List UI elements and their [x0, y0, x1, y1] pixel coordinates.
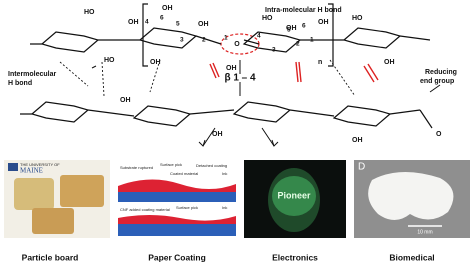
intra-label: Intra-molecular H bond	[265, 7, 342, 14]
coating-label: Surface pick	[176, 205, 198, 210]
ring-number: 2	[296, 41, 300, 48]
reducing-label: Reducing	[425, 69, 457, 76]
sugar-ring	[30, 101, 90, 123]
ring-number: 1	[310, 37, 314, 44]
device-text: Pioneer	[277, 190, 311, 200]
coating-label: Coated material	[170, 171, 198, 176]
oh-label: OH	[352, 137, 363, 144]
ring-number: 4	[257, 33, 261, 40]
ring-number: 3	[180, 37, 184, 44]
scale-label: 10 mm	[417, 229, 432, 235]
linkage-label: β 1 – 4	[224, 73, 256, 84]
panel-letter: D	[358, 162, 365, 173]
coating-label: Ink	[222, 205, 227, 210]
oh-label: HO	[352, 15, 363, 22]
ring-number: 6	[302, 23, 306, 30]
sugar-ring	[132, 105, 192, 127]
inter-label: Intermolecular	[8, 71, 57, 78]
logo-text: THE UNIVERSITY OF	[20, 162, 60, 167]
oh-label: OH	[318, 19, 329, 26]
coating-layer	[118, 215, 236, 224]
device-glow	[272, 176, 316, 216]
oh-label: OH	[162, 5, 173, 12]
oh-label: OH	[198, 21, 209, 28]
sugar-ring	[342, 27, 402, 49]
ring-oxygen: O	[234, 41, 240, 48]
oh-label: OH	[286, 25, 297, 32]
caption: Electronics	[272, 252, 318, 262]
sugar-ring	[138, 27, 198, 49]
ring-number: 6	[160, 15, 164, 22]
oh-label: OH	[150, 59, 161, 66]
coating-label: Surface pick	[160, 162, 182, 167]
ring-number: 5	[176, 21, 180, 28]
oh-label: OH	[384, 59, 395, 66]
ring-number: 4	[145, 19, 149, 26]
board	[60, 175, 104, 207]
ring-number: 3	[272, 47, 276, 54]
substrate-layer	[118, 224, 236, 236]
intermolecular-bonds	[59, 59, 356, 97]
oh-label: OH	[120, 97, 131, 104]
chain-bonds	[20, 35, 433, 129]
oh-label: HO	[104, 57, 115, 64]
arrow-heads	[198, 139, 279, 147]
h-bonds	[209, 61, 379, 83]
coating-label: Detached coating	[196, 163, 227, 168]
coating-label: Ink	[222, 171, 227, 176]
oh-label: O	[436, 131, 442, 138]
oh-label: OH	[212, 131, 223, 138]
sugar-ring	[232, 101, 292, 123]
caption: Biomedical	[389, 252, 434, 262]
sugar-ring	[40, 31, 100, 53]
repeat-n: n	[318, 59, 322, 66]
repeat-bracket	[142, 3, 334, 67]
reducing-label: end group	[420, 78, 454, 85]
coating-label: CNF added coating material	[120, 207, 170, 212]
oh-label: HO	[84, 9, 95, 16]
coating-layer	[118, 179, 236, 192]
caption: Paper Coating	[148, 252, 206, 262]
logo-text: MAINE	[20, 167, 43, 175]
coating-label: Substrate ruptured	[120, 165, 153, 170]
ring-number: 2	[202, 37, 206, 44]
cellulose-structure	[20, 3, 441, 147]
sugar-ring	[332, 105, 392, 127]
label-pointers	[91, 65, 441, 93]
oh-label: OH	[226, 65, 237, 72]
logo	[8, 163, 18, 171]
substrate-layer	[118, 192, 236, 202]
oh-label: OH	[128, 19, 139, 26]
ring-number: 5	[287, 27, 291, 34]
application-arrows	[202, 127, 275, 147]
board	[32, 208, 74, 234]
inter-label: H bond	[8, 80, 32, 87]
implant	[368, 171, 454, 220]
ring-number: 1	[224, 35, 228, 42]
oh-label: HO	[262, 15, 273, 22]
caption: Particle board	[22, 252, 79, 262]
board	[14, 178, 54, 210]
